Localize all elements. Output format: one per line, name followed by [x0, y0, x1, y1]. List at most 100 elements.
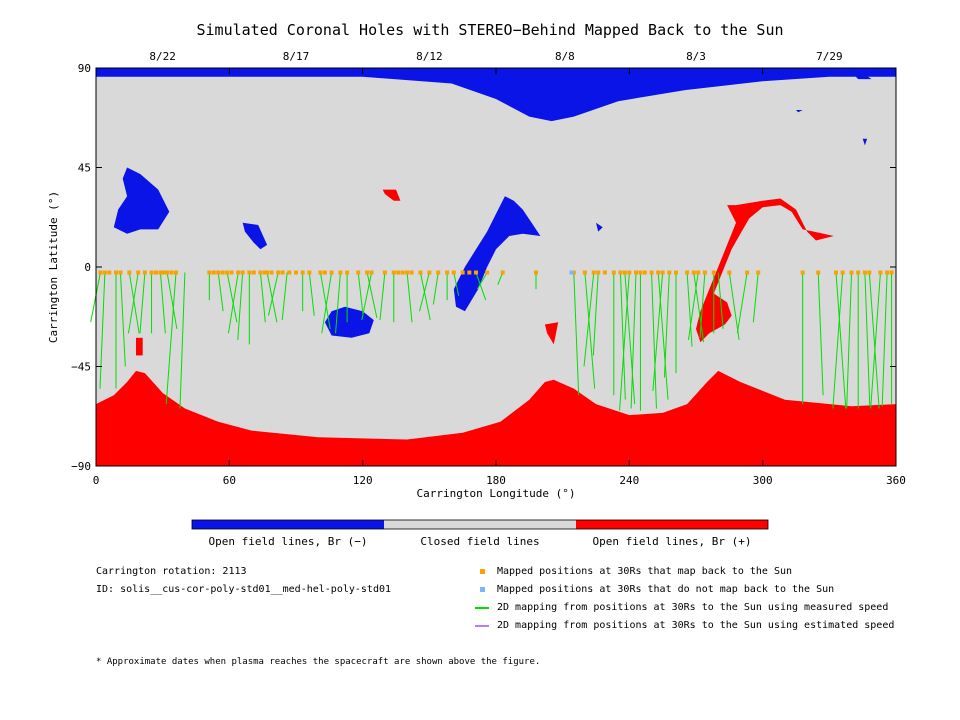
mapped-point: [622, 270, 627, 275]
mapped-point: [174, 270, 178, 275]
colorbar-frame: [191, 519, 769, 530]
mapped-point: [649, 270, 654, 275]
mapped-point: [627, 270, 632, 275]
negative-hole-7: [796, 110, 803, 113]
positive-hole-4: [696, 198, 834, 343]
chart-title: Simulated Coronal Holes with STEREO−Behi…: [197, 21, 784, 39]
mapping-line: [846, 272, 853, 409]
colorbar: Open field lines, Br (−) Closed field lin…: [191, 519, 769, 548]
mapping-line: [165, 272, 177, 405]
mapped-point: [329, 270, 334, 275]
mapped-point: [467, 270, 472, 275]
mapped-point: [691, 270, 696, 275]
legend-line: [475, 625, 489, 627]
mapped-point: [834, 270, 838, 275]
mapped-point: [702, 270, 707, 275]
mapped-point: [451, 270, 456, 275]
legend-label: 2D mapping from positions at 30Rs to the…: [497, 620, 895, 631]
x-tick-label: 300: [753, 474, 773, 487]
mapped-point: [369, 270, 374, 275]
mapped-point: [169, 270, 174, 275]
positive-hole-1: [382, 189, 401, 201]
mapped-point: [160, 270, 165, 275]
x-tick-label: 60: [223, 474, 236, 487]
y-tick-label: 90: [78, 62, 91, 75]
mapping-line: [139, 272, 146, 334]
top-date-label: 8/17: [283, 50, 310, 63]
mapped-point: [211, 270, 216, 275]
mapping-line: [308, 272, 315, 316]
mapped-point: [294, 270, 298, 275]
mapping-line: [584, 272, 596, 389]
mapped-point: [816, 270, 821, 275]
mapped-point: [409, 270, 414, 275]
mapping-line: [267, 272, 279, 316]
mapping-line: [226, 272, 238, 323]
mapping-line: [419, 272, 430, 312]
mapped-point: [136, 270, 141, 275]
mapping-line: [728, 272, 740, 341]
mapped-point: [711, 270, 716, 275]
mapped-point: [800, 270, 805, 275]
mapping-line: [687, 272, 699, 341]
mapped-point: [618, 270, 623, 275]
mapped-point: [756, 270, 761, 275]
mapped-point: [154, 270, 158, 275]
mapped-point: [114, 270, 118, 275]
mapping-line: [99, 272, 106, 389]
mapping-line: [266, 272, 278, 323]
x-tick-label: 360: [886, 474, 906, 487]
mapped-point: [856, 270, 861, 275]
mapped-point: [656, 270, 661, 275]
x-tick-label: 0: [93, 474, 100, 487]
mapping-line: [335, 272, 341, 334]
mapped-point: [118, 270, 123, 275]
mapping-line: [652, 272, 664, 391]
mapping-line: [179, 272, 186, 409]
mapped-point: [445, 270, 450, 275]
mapped-point: [405, 270, 410, 275]
mapping-line: [119, 272, 126, 367]
mapped-point: [149, 270, 154, 275]
mapped-point: [840, 270, 845, 275]
mapped-point: [280, 270, 285, 275]
mapping-line: [237, 272, 244, 341]
mapping-line: [217, 272, 224, 312]
legend-label: Mapped positions at 30Rs that map back t…: [497, 566, 793, 577]
mapped-point: [258, 270, 263, 275]
negative-hole-6: [851, 72, 872, 80]
north-polar-hole: [96, 68, 896, 122]
carrington-rotation: Carrington rotation: 2113: [96, 566, 247, 577]
mapped-point: [338, 270, 343, 275]
mapped-point: [745, 270, 750, 275]
south-polar-hole: [96, 370, 896, 466]
mapped-point: [391, 270, 396, 275]
top-date-label: 8/22: [149, 50, 176, 63]
mapped-point: [591, 270, 596, 275]
mapping-line: [476, 272, 488, 290]
y-tick-label: −90: [71, 460, 91, 473]
footnote: * Approximate dates when plasma reaches …: [96, 657, 541, 667]
mapping-line: [624, 272, 636, 405]
mapping-line: [832, 272, 844, 409]
mapped-point: [345, 270, 350, 275]
mapped-point: [500, 270, 505, 275]
mapping-line: [319, 272, 331, 329]
mapping-line: [366, 272, 378, 318]
mapped-point: [611, 270, 616, 275]
mapped-point: [485, 270, 490, 275]
mapped-point: [685, 270, 690, 275]
mapped-point: [602, 270, 607, 275]
colorbar-label: Closed field lines: [420, 535, 539, 548]
mapping-line: [686, 272, 693, 347]
colorbar-label: Open field lines, Br (+): [593, 535, 752, 548]
mapping-line: [717, 272, 724, 329]
mapped-point: [142, 270, 147, 275]
mapped-point: [885, 270, 890, 275]
mapped-point: [300, 270, 305, 275]
mapped-point: [247, 270, 252, 275]
mapping-line: [159, 272, 166, 334]
mapping-line: [752, 272, 759, 323]
legend-marker: [480, 569, 485, 574]
legend-label: 2D mapping from positions at 30Rs to the…: [497, 602, 889, 613]
